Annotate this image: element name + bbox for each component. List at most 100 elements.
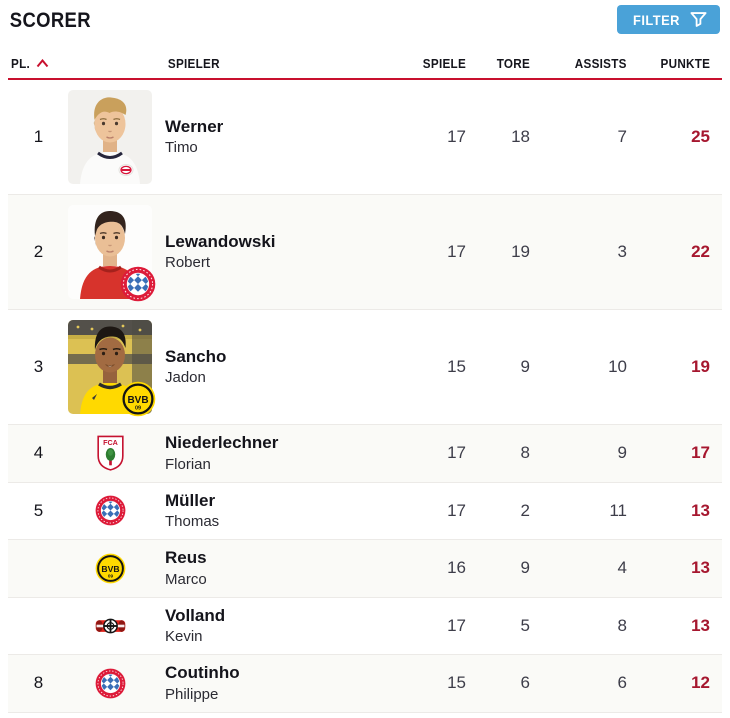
scorer-row[interactable]: Volland Kevin 17 5 8 13 bbox=[8, 597, 722, 655]
scorer-row[interactable]: 2 Lewa bbox=[8, 195, 722, 310]
games-value: 17 bbox=[447, 443, 466, 463]
fc-bayern-badge-icon bbox=[95, 495, 126, 526]
assists-value: 3 bbox=[617, 242, 627, 261]
club-photo-cell bbox=[55, 195, 165, 309]
place-number: 8 bbox=[33, 673, 44, 693]
player-lastname: Lewandowski bbox=[165, 232, 276, 252]
filter-funnel-icon bbox=[689, 10, 708, 29]
club-photo-cell bbox=[55, 80, 165, 194]
column-header-points[interactable]: PUNKTE bbox=[660, 56, 710, 71]
player-name-cell: Coutinho Philippe bbox=[165, 662, 394, 704]
assists-value: 11 bbox=[609, 500, 627, 520]
player-photo bbox=[68, 90, 152, 184]
goals-value: 2 bbox=[520, 500, 530, 520]
player-lastname: Reus bbox=[165, 548, 207, 568]
scorer-row[interactable]: 5 Müller Thomas 17 2 11 13 bbox=[8, 482, 722, 540]
points-value: 12 bbox=[691, 673, 710, 693]
goals-value: 9 bbox=[520, 357, 530, 376]
player-name-cell: Sancho Jadon bbox=[165, 346, 394, 388]
player-name-cell: Werner Timo bbox=[165, 116, 394, 158]
scorer-row[interactable]: 8 Coutinho Philippe 15 6 6 12 bbox=[8, 655, 722, 713]
scorer-row[interactable]: 4 FCA Niederlechner Florian 17 8 9 17 bbox=[8, 425, 722, 483]
player-lastname: Sancho bbox=[165, 347, 227, 367]
scorer-panel: SCORER FILTER PL. SPIELER SPIELE TORE AS… bbox=[8, 0, 722, 713]
player-photo: BVB 09 bbox=[68, 320, 156, 417]
player-name-cell: Reus Marco bbox=[165, 547, 394, 589]
goals-value: 19 bbox=[511, 242, 530, 261]
place-cell: 1 bbox=[8, 127, 55, 147]
goals-value: 6 bbox=[520, 673, 530, 693]
points-value: 13 bbox=[691, 500, 710, 520]
place-number: 3 bbox=[33, 357, 44, 376]
goals-value: 8 bbox=[520, 443, 530, 463]
player-photo bbox=[68, 205, 156, 302]
player-firstname: Marco bbox=[165, 570, 207, 588]
scorer-row[interactable]: 1 Werner Timo 17 18 7 25 bbox=[8, 80, 722, 195]
player-name-cell: Lewandowski Robert bbox=[165, 231, 394, 273]
club-photo-cell: BVB 09 bbox=[55, 540, 165, 597]
goals-value: 18 bbox=[511, 127, 530, 146]
assists-value: 6 bbox=[617, 673, 627, 693]
topbar: SCORER FILTER bbox=[8, 0, 722, 36]
scorer-row[interactable]: 3 BVB 09 Sancho Jadon bbox=[8, 310, 722, 425]
svg-text:09: 09 bbox=[107, 573, 113, 578]
player-lastname: Niederlechner bbox=[165, 433, 279, 453]
player-name-cell: Volland Kevin bbox=[165, 605, 394, 647]
player-name-cell: Niederlechner Florian bbox=[165, 432, 394, 474]
place-cell: 8 bbox=[8, 673, 55, 693]
column-header-place[interactable]: PL. bbox=[8, 56, 55, 71]
column-header-goals[interactable]: TORE bbox=[496, 56, 530, 71]
place-number: 2 bbox=[33, 242, 44, 261]
points-value: 22 bbox=[691, 242, 710, 261]
place-cell: 3 bbox=[8, 357, 55, 377]
player-lastname: Werner bbox=[165, 117, 224, 137]
assists-value: 9 bbox=[617, 443, 627, 463]
scorer-table-body: 1 Werner Timo 17 18 7 25 2 bbox=[8, 80, 722, 713]
place-number: 5 bbox=[33, 500, 44, 520]
games-value: 17 bbox=[447, 615, 466, 635]
svg-text:BVB: BVB bbox=[127, 395, 148, 406]
games-value: 16 bbox=[447, 558, 466, 578]
place-cell: 5 bbox=[8, 501, 55, 521]
assists-value: 4 bbox=[617, 558, 627, 578]
player-firstname: Jadon bbox=[165, 369, 206, 387]
player-firstname: Kevin bbox=[165, 628, 203, 646]
place-cell: 4 bbox=[8, 443, 55, 463]
fc-bayern-badge-icon bbox=[120, 266, 156, 302]
table-header-row: PL. SPIELER SPIELE TORE ASSISTS PUNKTE bbox=[8, 49, 722, 80]
games-value: 17 bbox=[447, 127, 466, 146]
place-cell: 2 bbox=[8, 242, 55, 262]
place-number: 1 bbox=[33, 127, 44, 146]
player-lastname: Müller bbox=[165, 490, 216, 510]
column-header-games[interactable]: SPIELE bbox=[422, 56, 466, 71]
club-photo-cell: FCA bbox=[55, 425, 165, 482]
fc-bayern-badge-icon bbox=[95, 668, 126, 699]
games-value: 15 bbox=[447, 357, 466, 376]
player-firstname: Philippe bbox=[165, 685, 219, 703]
points-value: 19 bbox=[691, 357, 710, 376]
games-value: 17 bbox=[447, 242, 466, 261]
player-firstname: Florian bbox=[165, 455, 211, 473]
games-value: 15 bbox=[447, 673, 466, 693]
club-photo-cell bbox=[55, 483, 165, 540]
player-firstname: Robert bbox=[165, 254, 211, 272]
points-value: 13 bbox=[691, 615, 710, 635]
player-firstname: Thomas bbox=[165, 513, 220, 531]
club-photo-cell bbox=[55, 655, 165, 712]
bayer-leverkusen-badge-icon bbox=[95, 608, 126, 644]
borussia-dortmund-badge-icon: BVB 09 bbox=[95, 553, 126, 584]
points-value: 13 bbox=[691, 558, 710, 578]
filter-button[interactable]: FILTER bbox=[617, 5, 720, 34]
column-header-player[interactable]: SPIELER bbox=[167, 56, 220, 71]
column-header-assists[interactable]: ASSISTS bbox=[575, 56, 627, 71]
points-value: 17 bbox=[691, 443, 710, 463]
scorer-row[interactable]: BVB 09 Reus Marco 16 9 4 13 bbox=[8, 540, 722, 598]
place-number: 4 bbox=[33, 443, 44, 463]
player-lastname: Coutinho bbox=[165, 663, 240, 683]
assists-value: 10 bbox=[608, 357, 627, 376]
goals-value: 5 bbox=[520, 615, 530, 635]
points-value: 25 bbox=[691, 127, 710, 146]
borussia-dortmund-badge-icon: BVB 09 bbox=[120, 381, 156, 417]
assists-value: 7 bbox=[617, 127, 627, 146]
assists-value: 8 bbox=[617, 615, 627, 635]
